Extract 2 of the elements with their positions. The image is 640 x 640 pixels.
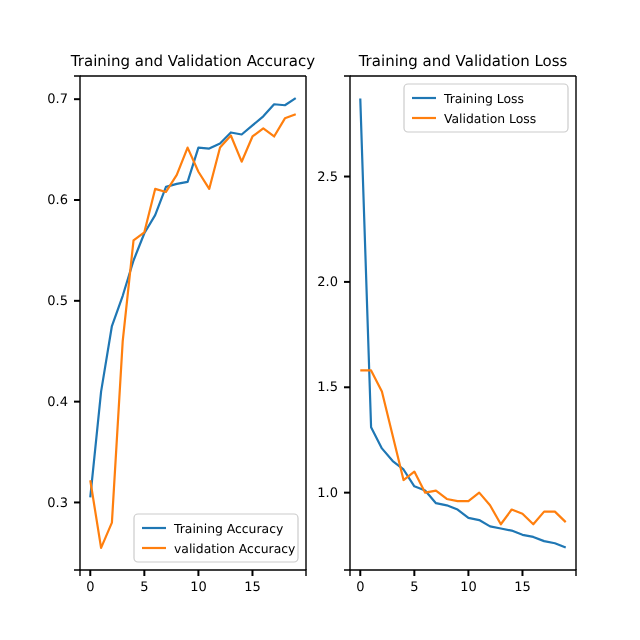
line-series bbox=[359, 369, 567, 526]
line-series bbox=[359, 97, 567, 549]
